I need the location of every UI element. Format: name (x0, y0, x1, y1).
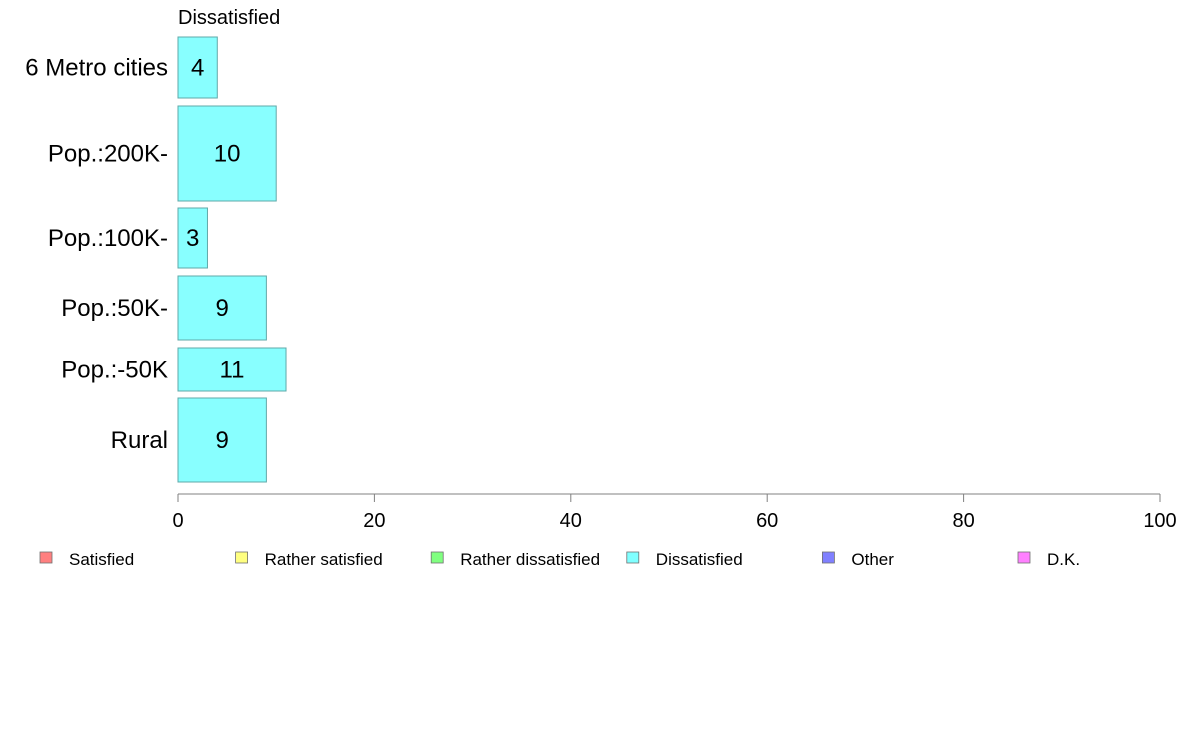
x-tick-label: 80 (952, 510, 974, 532)
legend-label: Other (851, 550, 894, 569)
x-axis: 0 20 40 60 80 100 (172, 493, 1177, 532)
bar-6-metro-cities (177, 36, 218, 99)
legend-label: Rather satisfied (265, 550, 383, 569)
category-label: Pop.:50K- (61, 295, 168, 322)
legend-swatch (430, 551, 444, 564)
bars-group (177, 36, 287, 483)
legend: Satisfied Rather satisfied Rather dissatis… (39, 550, 1080, 569)
bar-pop-200k (177, 105, 277, 202)
legend-swatch (626, 551, 640, 564)
legend-swatch (39, 551, 53, 564)
bar-value-label: 11 (220, 357, 245, 384)
bar-value-label: 3 (186, 225, 199, 252)
bar-pop-50k (177, 275, 267, 341)
legend-swatch (822, 551, 835, 564)
legend-swatch (235, 551, 249, 564)
category-label: 6 Metro cities (25, 55, 168, 82)
x-tick-label: 40 (560, 510, 582, 532)
category-label: Rural (111, 427, 168, 454)
category-label: Pop.:100K- (48, 225, 168, 252)
category-label: Pop.:-50K (61, 357, 168, 384)
bar-value-label: 9 (216, 295, 229, 322)
x-tick-label: 0 (172, 510, 183, 532)
legend-label: Dissatisfied (656, 550, 743, 569)
legend-label: Rather dissatisfied (460, 550, 600, 569)
bar-pop-100k (177, 207, 208, 269)
bar-value-label: 10 (214, 141, 241, 168)
category-labels-group: 6 Metro cities Pop.:200K- Pop.:100K- Pop.:5… (25, 55, 168, 455)
legend-swatch (1017, 551, 1031, 564)
bar-value-labels-group: 4 10 3 9 11 9 (186, 55, 244, 455)
x-tick-label: 60 (756, 510, 778, 532)
bar-value-label: 9 (216, 427, 229, 454)
legend-label: D.K. (1047, 550, 1080, 569)
bar-value-label: 4 (191, 55, 204, 82)
category-label: Pop.:200K- (48, 141, 168, 168)
bar-rural (177, 397, 267, 483)
x-tick-label: 20 (363, 510, 385, 532)
x-tick-label: 100 (1143, 510, 1176, 532)
legend-label: Satisfied (69, 550, 134, 569)
bar-pop-50k (177, 347, 287, 392)
panel-title: Dissatisfied (178, 7, 280, 29)
